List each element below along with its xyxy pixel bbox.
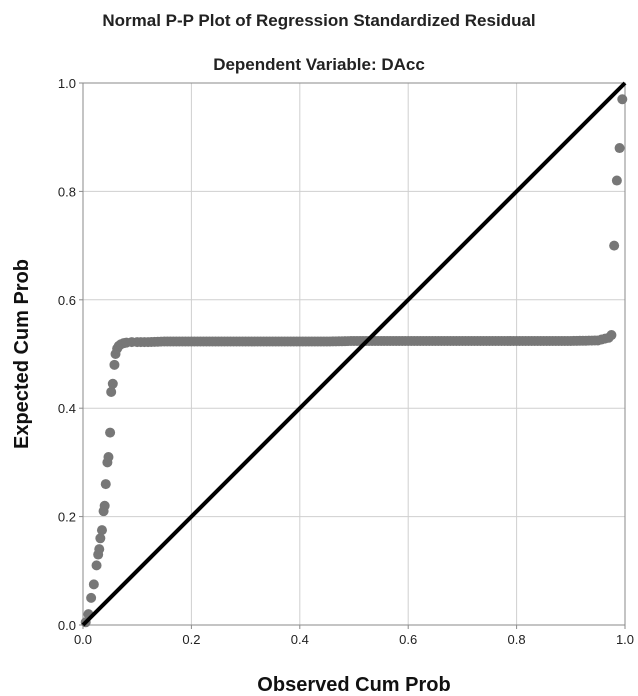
data-point [86, 592, 97, 603]
x-tick-label: 0.8 [508, 632, 526, 647]
y-tick-label: 0.8 [58, 184, 76, 199]
y-tick-label: 0.6 [58, 293, 76, 308]
data-point [614, 143, 625, 154]
y-tick-label: 0.2 [58, 510, 76, 525]
plot-frame [82, 82, 626, 626]
data-point [94, 544, 105, 555]
x-tick-label: 0.4 [291, 632, 309, 647]
data-point [91, 560, 102, 571]
data-point [617, 94, 628, 105]
chart-title: Normal P-P Plot of Regression Standardiz… [102, 11, 535, 30]
data-point [106, 386, 117, 397]
y-axis-ticks: 0.0 0.2 0.4 0.6 0.8 1.0 [58, 76, 83, 633]
data-point [107, 378, 118, 389]
data-point [95, 533, 106, 544]
y-tick-label: 1.0 [58, 76, 76, 91]
data-point [611, 175, 622, 186]
x-tick-label: 1.0 [616, 632, 634, 647]
data-point [88, 579, 99, 590]
data-point [96, 525, 107, 536]
data-point [109, 359, 120, 370]
y-tick-label: 0.0 [58, 618, 76, 633]
data-point [100, 479, 111, 490]
data-point [103, 451, 114, 462]
chart-subtitle: Dependent Variable: DAcc [213, 55, 425, 74]
y-tick-label: 0.4 [58, 401, 76, 416]
x-axis-title: Observed Cum Prob [257, 674, 450, 696]
data-point [609, 240, 620, 251]
reference-line [81, 81, 627, 627]
x-axis-ticks: 0.0 0.2 0.4 0.6 0.8 1.0 [74, 625, 634, 647]
scatter-points [80, 94, 628, 628]
y-axis-title: Expected Cum Prob [11, 259, 33, 449]
data-point [99, 500, 110, 511]
x-tick-label: 0.2 [182, 632, 200, 647]
data-point [600, 333, 611, 344]
x-tick-label: 0.0 [74, 632, 92, 647]
x-tick-label: 0.6 [399, 632, 417, 647]
data-point [105, 427, 116, 438]
